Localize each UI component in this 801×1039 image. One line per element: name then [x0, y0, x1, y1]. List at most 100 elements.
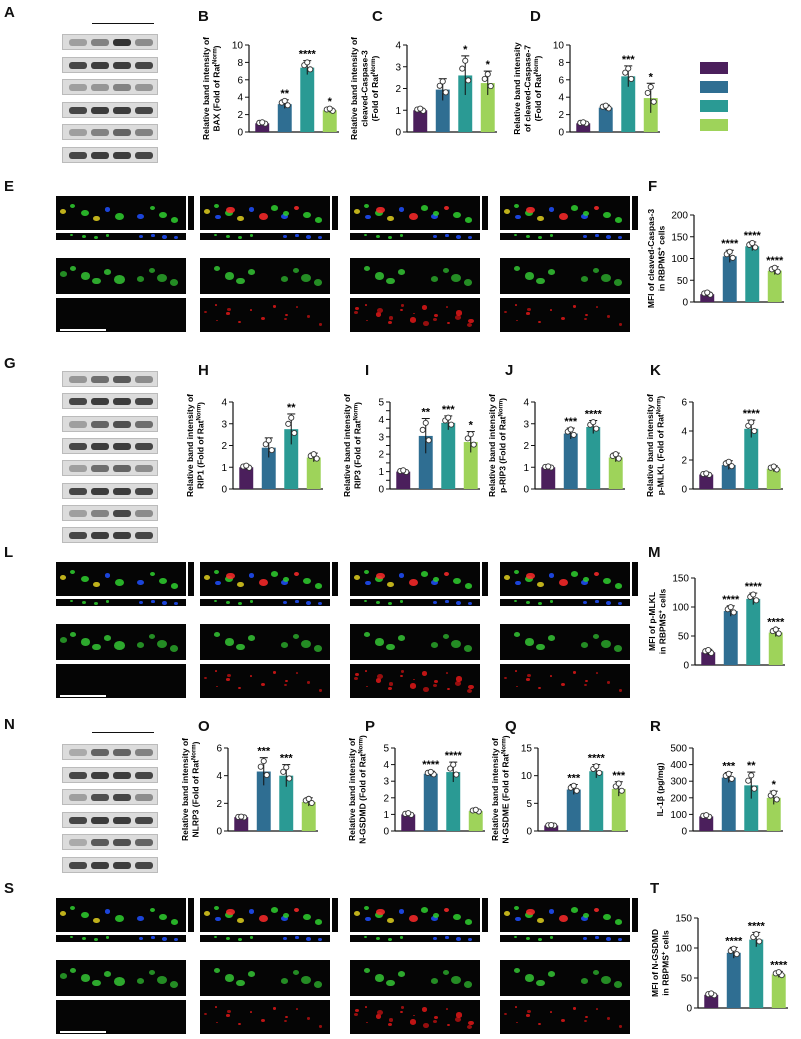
cell-signal	[537, 235, 542, 239]
cell-signal	[434, 679, 439, 684]
micro-ortho-strip	[200, 599, 330, 606]
blot-band	[91, 129, 109, 136]
y-tick-label: 3	[221, 419, 227, 430]
bar-rat-norm	[413, 110, 428, 132]
cell-signal	[92, 979, 101, 987]
data-point	[425, 437, 432, 444]
blot-band	[113, 442, 131, 450]
cell-signal	[70, 600, 74, 603]
y-axis-label: Relative band intensity ofRIP3 (Fold of …	[342, 394, 363, 497]
y-tick-label: 50	[678, 632, 690, 643]
chart-I: 0 1 2 3 4 5 Relative band intensity ofRIP3 (Fo…	[342, 394, 480, 497]
cell-signal	[514, 570, 520, 574]
blot-band	[113, 129, 131, 136]
cell-signal	[409, 683, 417, 689]
cell-signal	[113, 275, 125, 284]
data-point	[280, 768, 287, 775]
cell-signal	[161, 937, 167, 941]
data-point	[417, 105, 424, 112]
cell-signal	[92, 643, 101, 651]
bar-rir-7d	[767, 270, 782, 302]
y-tick-label: 0	[378, 485, 384, 496]
cell-signal	[561, 317, 565, 321]
cell-signal	[465, 583, 473, 590]
cell-signal	[549, 936, 554, 940]
blot-strip	[62, 124, 158, 140]
cell-signal	[285, 313, 289, 317]
scale-bar	[60, 1031, 106, 1033]
cell-signal	[59, 911, 67, 917]
cell-signal	[292, 969, 300, 975]
blot-strip	[62, 371, 158, 387]
cell-signal	[296, 672, 299, 675]
cell-signal	[606, 680, 611, 684]
bar-rir-7d	[322, 110, 337, 132]
cell-signal	[413, 312, 416, 315]
cell-signal	[249, 1010, 253, 1013]
cell-signal	[281, 579, 288, 586]
blot-band	[69, 151, 87, 159]
blot-band	[113, 398, 131, 406]
data-point	[622, 69, 629, 76]
cell-signal	[92, 581, 100, 588]
data-point	[573, 787, 580, 794]
cell-signal	[93, 235, 98, 239]
micro-ortho-strip	[200, 935, 330, 942]
cell-signal	[169, 981, 179, 989]
panel-letter-O: O	[198, 718, 210, 735]
cell-signal	[261, 683, 265, 687]
micro-green-image	[350, 960, 480, 996]
cell-signal	[281, 915, 288, 922]
y-tick-label: 0	[523, 485, 529, 496]
bar-rir-1d	[563, 433, 578, 489]
cell-signal	[613, 645, 623, 653]
cell-signal	[315, 217, 323, 224]
micro-merged-image	[56, 196, 186, 230]
cell-signal	[525, 234, 531, 239]
blot-strip	[62, 415, 158, 432]
blot-band	[69, 816, 87, 824]
cell-signal	[515, 1021, 518, 1024]
cell-signal	[573, 671, 577, 675]
legend-swatch	[700, 99, 728, 112]
panel-letter-T: T	[650, 880, 660, 897]
bar-rir-1d	[721, 777, 736, 831]
cell-signal	[149, 571, 156, 577]
data-point	[730, 945, 737, 952]
cell-signal	[227, 307, 231, 311]
cell-signal	[605, 235, 611, 239]
cell-signal	[313, 279, 323, 287]
cell-signal	[561, 683, 565, 687]
cell-signal	[295, 234, 299, 237]
cell-signal	[386, 643, 395, 651]
blot-band	[69, 84, 87, 91]
data-point	[448, 421, 455, 428]
y-tick-label: 2	[395, 84, 401, 95]
cell-signal	[514, 234, 518, 237]
cell-signal	[613, 279, 623, 287]
bar-rir-7d	[463, 442, 478, 489]
blot-band	[113, 794, 131, 801]
cell-signal	[422, 321, 429, 326]
cell-signal	[318, 689, 323, 692]
data-point	[748, 772, 755, 779]
blot-strip	[62, 834, 158, 850]
blot-band	[113, 151, 131, 159]
cell-signal	[302, 577, 312, 585]
cell-signal	[468, 235, 473, 240]
cell-signal	[59, 575, 67, 581]
cell-signal	[203, 209, 211, 215]
bar-rir-7d	[766, 468, 781, 489]
data-point	[459, 65, 466, 72]
cell-signal	[364, 570, 370, 574]
y-axis-label: MFI of p-MLKLin RBPMS+ cells	[647, 589, 668, 655]
cell-signal	[421, 671, 428, 676]
y-tick-label: 0	[383, 827, 389, 838]
cell-signal	[465, 217, 473, 224]
cell-signal	[601, 639, 612, 648]
significance-label: ****	[445, 750, 463, 762]
cell-signal	[455, 937, 461, 941]
data-point	[590, 419, 597, 426]
blot-band	[69, 398, 87, 406]
